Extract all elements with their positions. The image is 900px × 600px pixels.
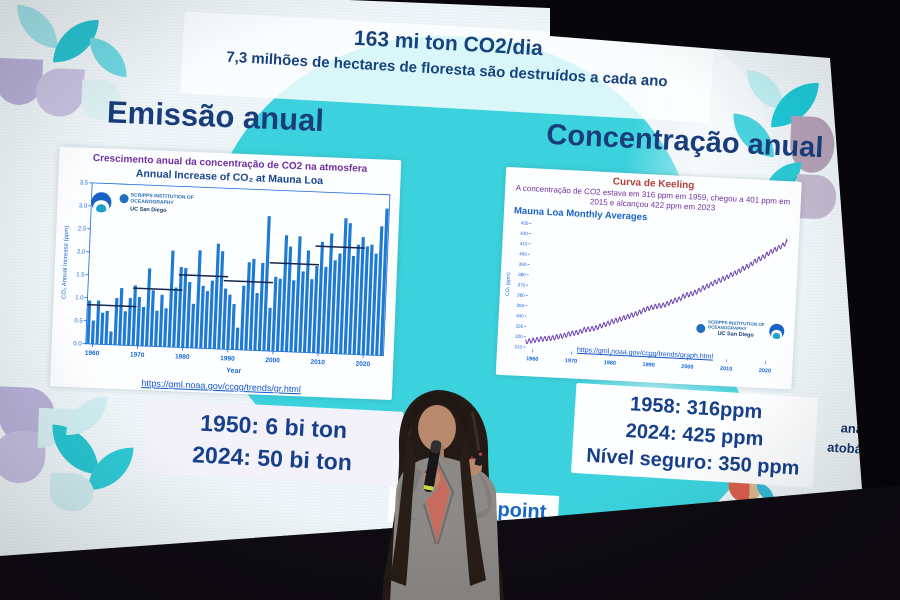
svg-text:340: 340	[516, 313, 524, 318]
svg-text:1.0: 1.0	[75, 295, 84, 301]
scripps-logo-icon	[119, 193, 129, 204]
decorative-petal	[88, 37, 128, 78]
decorative-petal	[66, 395, 108, 437]
svg-text:1990: 1990	[642, 362, 655, 369]
svg-text:1970: 1970	[565, 358, 578, 365]
svg-text:3.5: 3.5	[80, 180, 89, 186]
partial-logo-text: ana atobá	[795, 416, 864, 459]
svg-text:380: 380	[518, 272, 526, 277]
chart-logos: SCRIPPS INSTITUTION OF OCEANOGRAPHY UC Sa…	[91, 191, 194, 216]
svg-text:400: 400	[519, 251, 527, 256]
svg-text:2.5: 2.5	[78, 226, 87, 232]
concentration-stat-box: 1958: 316ppm 2024: 425 ppm Nível seguro:…	[571, 382, 819, 488]
emission-chart-card: Crescimento anual da concentração de CO2…	[49, 146, 402, 401]
svg-text:CO₂ (ppm): CO₂ (ppm)	[505, 272, 512, 296]
svg-text:2.0: 2.0	[77, 249, 86, 255]
svg-text:370: 370	[517, 282, 525, 287]
svg-text:2000: 2000	[681, 364, 694, 371]
svg-text:430: 430	[521, 220, 529, 225]
svg-text:1980: 1980	[175, 353, 190, 361]
decorative-petal	[795, 174, 838, 220]
svg-text:410: 410	[520, 241, 528, 246]
svg-text:1980: 1980	[604, 360, 617, 367]
svg-text:2010: 2010	[720, 366, 733, 373]
decorative-petal	[48, 472, 95, 513]
svg-text:2010: 2010	[310, 359, 325, 367]
svg-text:1970: 1970	[130, 352, 145, 360]
svg-text:0.5: 0.5	[74, 318, 83, 324]
partial-logo-line: atobá	[826, 439, 863, 457]
blue-leaf-icon	[755, 482, 775, 502]
svg-text:2020: 2020	[759, 368, 772, 375]
svg-text:1990: 1990	[220, 355, 235, 363]
svg-text:330: 330	[515, 323, 523, 328]
scripps-logo-icon	[696, 323, 706, 333]
svg-text:350: 350	[516, 303, 524, 308]
svg-text:CO₂ Annual Increase (ppm): CO₂ Annual Increase (ppm)	[61, 226, 70, 300]
decorative-petal	[34, 67, 85, 118]
keeling-chart-card: Curva de Keeling A concentração de CO2 e…	[495, 166, 802, 390]
svg-text:2000: 2000	[265, 357, 280, 365]
svg-text:390: 390	[519, 262, 527, 267]
svg-text:420: 420	[520, 231, 528, 236]
ucsd-label: UC San Diego	[130, 205, 167, 214]
decorative-petal	[15, 4, 60, 49]
svg-text:360: 360	[517, 293, 525, 298]
petal-cluster-bottom-left	[0, 386, 156, 532]
scripps-label: OCEANOGRAPHY	[130, 198, 174, 206]
svg-text:Year: Year	[226, 367, 241, 375]
noaa-logo-icon	[768, 323, 785, 340]
noaa-logo-icon	[91, 191, 112, 213]
svg-text:0.0: 0.0	[73, 341, 82, 347]
svg-text:1.5: 1.5	[76, 272, 85, 278]
svg-text:1960: 1960	[526, 356, 539, 363]
presenter-woman	[382, 390, 504, 600]
svg-text:2020: 2020	[355, 361, 370, 369]
svg-text:1960: 1960	[85, 350, 100, 358]
svg-text:320: 320	[515, 334, 523, 339]
svg-text:3.0: 3.0	[79, 203, 88, 209]
